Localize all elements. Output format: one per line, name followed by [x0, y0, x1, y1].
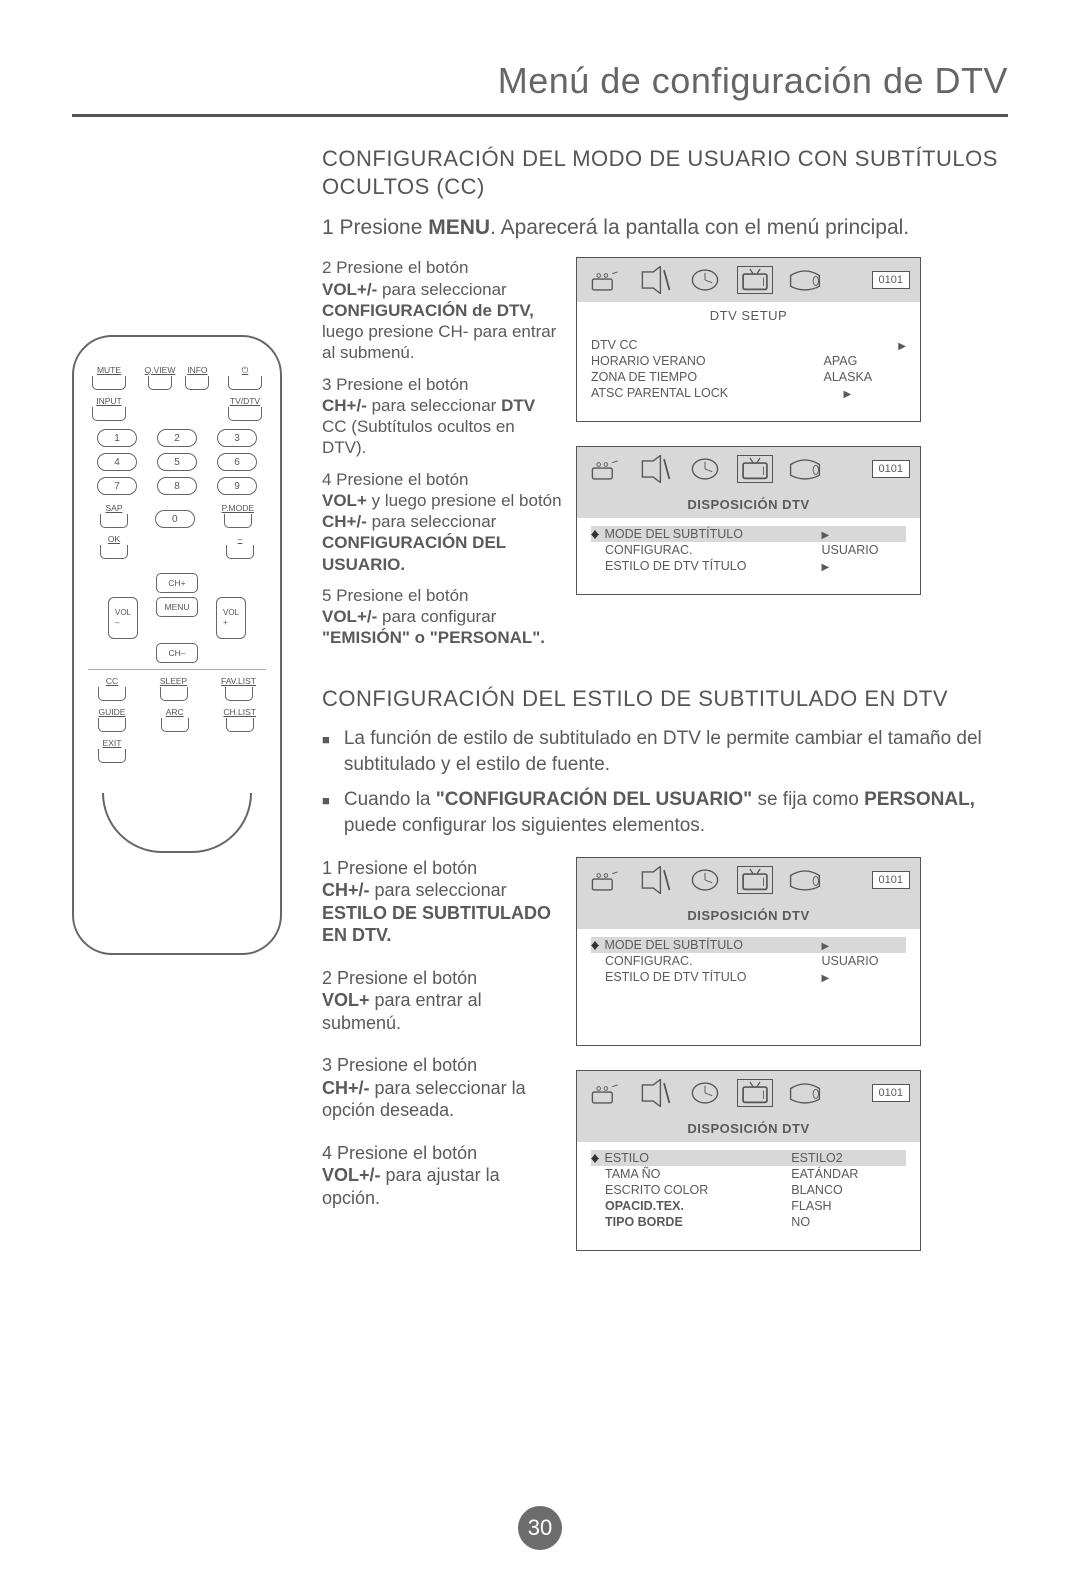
section1-heading: CONFIGURACIÓN DEL MODO DE USUARIO CON SU… — [322, 145, 1008, 200]
osd-disposicion-2: 0101 DISPOSICIÓN DTV MODE DEL SUBTÍTULO … — [576, 857, 921, 1046]
page-number: 30 — [518, 1506, 562, 1550]
section2-bullets: La función de estilo de subtitulado en D… — [322, 726, 1008, 839]
section1-steps: 2 Presione el botónVOL+/- para seleccion… — [322, 257, 562, 658]
section2-steps: 1 Presione el botónCH+/- para selecciona… — [322, 857, 562, 1251]
osd-disposicion-estilo: 0101 DISPOSICIÓN DTV ESTILOESTILO2 TAMA … — [576, 1070, 921, 1251]
osd-dtv-setup: 0101 DTV SETUP DTV CC HORARIO VERANOAPAG… — [576, 257, 921, 422]
osd-disposicion-1: 0101 DISPOSICIÓN DTV MODE DEL SUBTÍTULO … — [576, 446, 921, 595]
section2-heading: CONFIGURACIÓN DEL ESTILO DE SUBTITULADO … — [322, 685, 1008, 713]
page-title: Menú de configuración de DTV — [72, 60, 1008, 117]
section1-step1: 1 Presione MENU. Aparecerá la pantalla c… — [322, 214, 1008, 241]
remote-control-diagram: MUTE Q.VIEW INFO ⏻ INPUT TV/DTV 123 456 … — [72, 335, 282, 955]
